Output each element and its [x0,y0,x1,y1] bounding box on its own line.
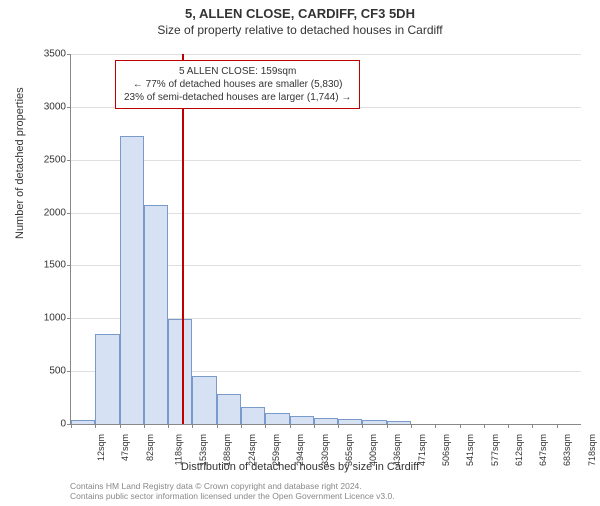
histogram-bar [95,334,119,424]
histogram-bar [168,319,192,424]
x-tick-label: 12sqm [96,434,106,461]
page-subtitle: Size of property relative to detached ho… [0,23,600,37]
y-tick-label: 2000 [26,207,66,218]
footnote: Contains HM Land Registry data © Crown c… [70,481,395,501]
info-line-property: 5 ALLEN CLOSE: 159sqm [124,65,351,78]
y-tick-label: 3000 [26,101,66,112]
x-tick-label: 82sqm [145,434,155,461]
histogram-bar [217,394,241,424]
histogram-bar [71,420,95,424]
y-tick-label: 500 [26,366,66,377]
histogram-chart: 050010001500200025003000350012sqm47sqm82… [70,54,580,424]
y-tick-label: 3500 [26,49,66,60]
y-axis-label: Number of detached properties [14,87,26,239]
histogram-bar [192,376,216,424]
info-line-larger: 23% of semi-detached houses are larger (… [124,91,351,104]
x-axis-label: Distribution of detached houses by size … [0,461,600,473]
histogram-bar [241,407,265,424]
property-info-box: 5 ALLEN CLOSE: 159sqm ← 77% of detached … [115,60,360,109]
property-marker-line [182,54,184,424]
histogram-bar [120,136,144,424]
footnote-line1: Contains HM Land Registry data © Crown c… [70,481,395,491]
info-line-smaller: ← 77% of detached houses are smaller (5,… [124,78,351,91]
histogram-bar [314,418,338,424]
page-title: 5, ALLEN CLOSE, CARDIFF, CF3 5DH [0,6,600,21]
histogram-bar [338,419,362,424]
y-tick-label: 1500 [26,260,66,271]
histogram-bar [362,420,386,424]
histogram-bar [144,205,168,424]
x-tick-label: 47sqm [120,434,130,461]
histogram-bar [265,413,289,424]
y-tick-label: 2500 [26,154,66,165]
y-tick-label: 0 [26,419,66,430]
histogram-bar [387,421,411,424]
y-tick-label: 1000 [26,313,66,324]
histogram-bar [290,416,314,424]
plot-area: 050010001500200025003000350012sqm47sqm82… [70,54,581,425]
